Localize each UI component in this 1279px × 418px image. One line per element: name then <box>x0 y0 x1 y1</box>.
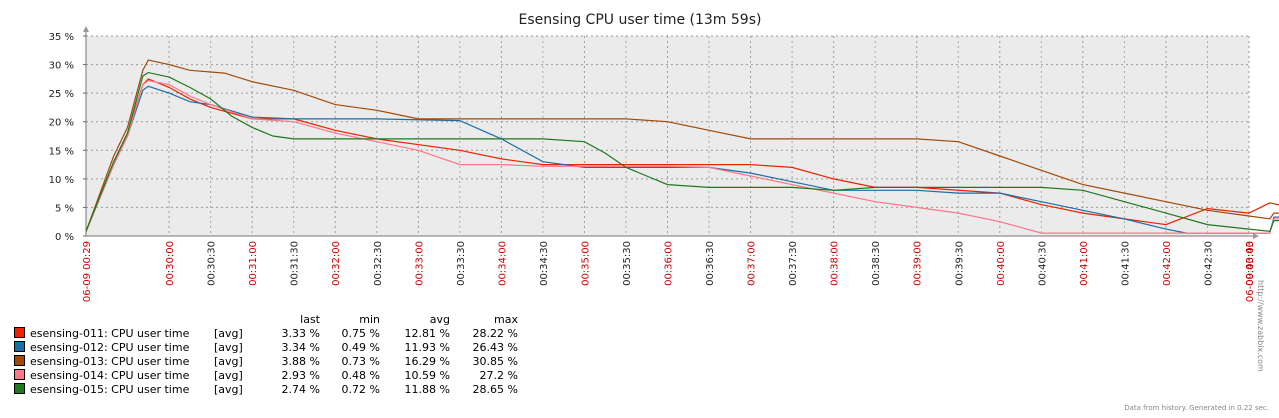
legend-avg: 11.88 % <box>404 383 450 396</box>
legend-header-max: max <box>494 313 518 326</box>
legend-max: 30.85 % <box>472 355 518 368</box>
legend-last: 3.33 % <box>281 327 320 340</box>
legend-header-min: min <box>359 313 380 326</box>
x-tick-label: 00:37:30 <box>788 241 799 286</box>
y-axis-ticks: 0 % 5 % 10 % 15 % 20 % 25 % 30 % 35 % <box>49 32 86 243</box>
legend-avg: 11.93 % <box>404 341 450 354</box>
x-tick-label: 00:40:30 <box>1037 241 1048 286</box>
legend-min: 0.75 % <box>341 327 380 340</box>
legend-max: 26.43 % <box>472 341 518 354</box>
legend-min: 0.73 % <box>341 355 380 368</box>
y-tick-label: 25 % <box>49 89 74 100</box>
x-tick-label: 00:34:30 <box>539 241 550 286</box>
legend-row: esensing-014: CPU user time [avg] 2.93 %… <box>14 369 518 383</box>
y-tick-label: 20 % <box>49 118 74 129</box>
legend-series-name: esensing-013: CPU user time <box>30 355 190 368</box>
legend-avg: 10.59 % <box>404 369 450 382</box>
legend-last: 3.88 % <box>281 355 320 368</box>
x-end-label: 06-09 00:43 <box>1245 241 1256 302</box>
legend-swatch <box>14 383 25 394</box>
y-axis-arrow <box>83 26 89 32</box>
legend-row: esensing-015: CPU user time [avg] 2.74 %… <box>14 383 518 397</box>
y-tick-label: 10 % <box>49 175 74 186</box>
legend-avg: 12.81 % <box>404 327 450 340</box>
legend-max: 28.65 % <box>472 383 518 396</box>
legend-last: 2.93 % <box>281 369 320 382</box>
x-tick-label: 00:32:00 <box>331 241 342 286</box>
legend-table: last min avg max esensing-011: CPU user … <box>14 313 518 397</box>
legend-last: 2.74 % <box>281 383 320 396</box>
x-tick-label: 00:30:30 <box>207 241 218 286</box>
x-tick-label: 00:41:00 <box>1079 241 1090 286</box>
legend-max: 27.2 % <box>479 369 518 382</box>
legend-swatch <box>14 355 25 366</box>
legend-row: esensing-012: CPU user time [avg] 3.34 %… <box>14 341 518 355</box>
x-tick-label: 00:36:30 <box>705 241 716 286</box>
y-tick-label: 35 % <box>49 32 74 43</box>
series-line-esensing-014 <box>85 79 1279 234</box>
legend-fn: [avg] <box>214 355 243 368</box>
series-line-esensing-015 <box>85 71 1279 233</box>
x-axis-ticks: 00:30:00 00:30:30 00:31:00 00:31:30 00:32:00… <box>82 241 1256 302</box>
x-start-label: 06-09 00:29 <box>82 241 93 302</box>
legend-swatch <box>14 341 25 352</box>
x-tick-label: 00:36:00 <box>664 241 675 286</box>
x-tick-label: 00:42:30 <box>1203 241 1214 286</box>
zabbix-watermark: http://www.zabbix.com <box>1256 280 1265 372</box>
x-tick-label: 00:39:30 <box>954 241 965 286</box>
legend-series-name: esensing-012: CPU user time <box>30 341 190 354</box>
footer-note: Data from history. Generated in 0.22 sec… <box>1124 404 1269 412</box>
x-tick-label: 00:35:30 <box>622 241 633 286</box>
y-tick-label: 15 % <box>49 146 74 157</box>
chart-title: Esensing CPU user time (13m 59s) <box>519 12 762 28</box>
x-tick-label: 00:35:00 <box>580 241 591 286</box>
series-line-esensing-011 <box>85 78 1279 232</box>
x-tick-label: 00:31:00 <box>248 241 259 286</box>
x-tick-label: 00:42:00 <box>1162 241 1173 286</box>
x-tick-label: 00:33:00 <box>414 241 425 286</box>
series-line-esensing-013 <box>85 59 1279 232</box>
legend-last: 3.34 % <box>281 341 320 354</box>
grid-lines <box>83 26 1259 239</box>
x-tick-label: 00:43:00 <box>1245 241 1256 286</box>
x-tick-label: 00:38:30 <box>871 241 882 286</box>
legend-swatch <box>14 369 25 380</box>
series-lines <box>85 59 1279 234</box>
legend-fn: [avg] <box>214 383 243 396</box>
x-tick-label: 00:38:00 <box>830 241 841 286</box>
legend-fn: [avg] <box>214 369 243 382</box>
legend-swatch <box>14 327 25 338</box>
x-axis-arrow <box>1253 233 1259 239</box>
legend-min: 0.72 % <box>341 383 380 396</box>
legend-series-name: esensing-011: CPU user time <box>30 327 190 340</box>
x-tick-label: 00:34:00 <box>497 241 508 286</box>
y-tick-label: 30 % <box>49 61 74 72</box>
x-tick-label: 00:30:00 <box>165 241 176 286</box>
x-tick-label: 00:37:00 <box>747 241 758 286</box>
legend-series-name: esensing-014: CPU user time <box>30 369 190 382</box>
x-tick-label: 00:32:30 <box>373 241 384 286</box>
legend-header: last min avg max <box>14 313 518 327</box>
legend-header-last: last <box>300 313 320 326</box>
legend-fn: [avg] <box>214 327 243 340</box>
legend-fn: [avg] <box>214 341 243 354</box>
legend-max: 28.22 % <box>472 327 518 340</box>
legend-header-avg: avg <box>429 313 450 326</box>
legend-avg: 16.29 % <box>404 355 450 368</box>
y-tick-label: 5 % <box>55 203 74 214</box>
y-tick-label: 0 % <box>55 232 74 243</box>
x-tick-label: 00:33:30 <box>456 241 467 286</box>
legend-row: esensing-011: CPU user time [avg] 3.33 %… <box>14 327 518 341</box>
legend-series-name: esensing-015: CPU user time <box>30 383 190 396</box>
legend-row: esensing-013: CPU user time [avg] 3.88 %… <box>14 355 518 369</box>
legend-min: 0.48 % <box>341 369 380 382</box>
x-tick-label: 00:31:30 <box>290 241 301 286</box>
x-tick-label: 00:39:00 <box>913 241 924 286</box>
legend-min: 0.49 % <box>341 341 380 354</box>
x-tick-label: 00:41:30 <box>1120 241 1131 286</box>
x-tick-label: 00:40:00 <box>996 241 1007 286</box>
